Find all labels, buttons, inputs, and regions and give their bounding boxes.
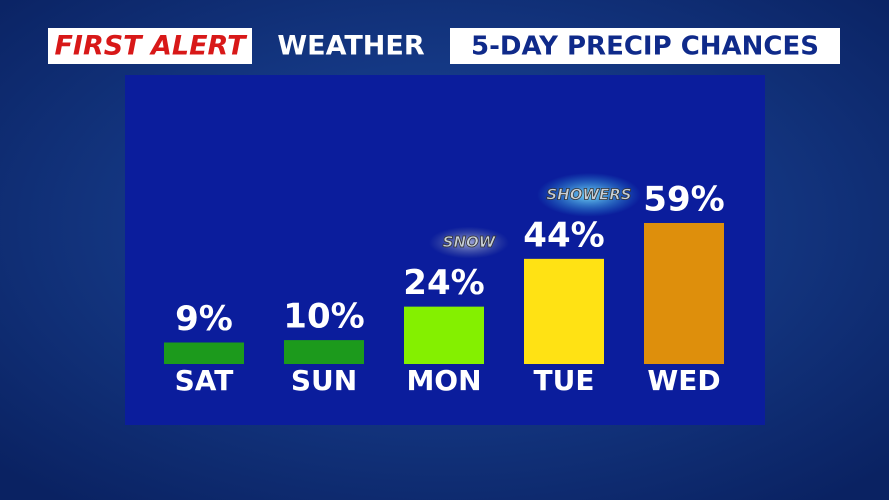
brand: FIRST ALERT bbox=[54, 31, 248, 62]
value-label: 44% bbox=[523, 215, 604, 255]
chart-title: 5-DAY PRECIP CHANCES bbox=[471, 32, 819, 62]
value-label: 10% bbox=[283, 297, 364, 337]
annotation: SHOWERS bbox=[546, 185, 631, 203]
annotation-glow bbox=[537, 172, 641, 217]
category-label: SAT bbox=[175, 364, 234, 397]
category-label: SUN bbox=[291, 364, 357, 397]
bar bbox=[164, 342, 244, 364]
bar bbox=[524, 258, 604, 364]
value-label: 24% bbox=[403, 263, 484, 303]
bar bbox=[404, 306, 484, 364]
value-label: 9% bbox=[175, 299, 233, 339]
bar bbox=[644, 222, 724, 364]
title-box bbox=[450, 28, 840, 64]
value-label: 59% bbox=[643, 179, 724, 219]
annotation: SNOW bbox=[443, 233, 497, 251]
bar bbox=[284, 340, 364, 364]
annotation-glow bbox=[429, 226, 509, 259]
category-label: MON bbox=[406, 364, 481, 397]
category-label: TUE bbox=[534, 364, 595, 397]
brand-box bbox=[48, 28, 252, 64]
section: WEATHER bbox=[277, 31, 424, 62]
category-label: WED bbox=[647, 364, 720, 397]
